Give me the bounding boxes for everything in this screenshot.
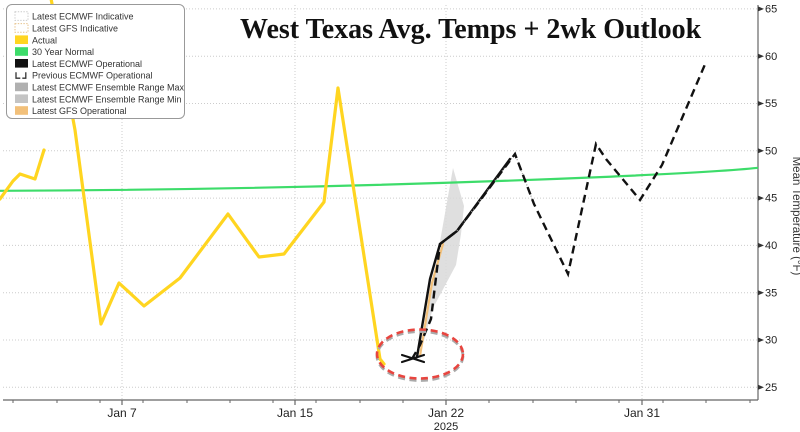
svg-text:Latest GFS Operational: Latest GFS Operational xyxy=(32,106,127,116)
svg-text:30: 30 xyxy=(765,335,777,347)
svg-text:35: 35 xyxy=(765,287,777,299)
svg-text:Latest ECMWF Ensemble Range Ma: Latest ECMWF Ensemble Range Max xyxy=(32,83,185,93)
svg-text:Latest GFS Indicative: Latest GFS Indicative xyxy=(32,24,118,34)
svg-text:30 Year Normal: 30 Year Normal xyxy=(32,47,94,57)
svg-text:Jan 31: Jan 31 xyxy=(624,406,660,420)
svg-text:Latest ECMWF Ensemble Range Mi: Latest ECMWF Ensemble Range Min xyxy=(32,94,182,104)
svg-text:65: 65 xyxy=(765,4,777,16)
svg-text:Jan 15: Jan 15 xyxy=(277,406,313,420)
svg-text:Mean Temperature (°F): Mean Temperature (°F) xyxy=(790,157,800,276)
svg-text:25: 25 xyxy=(765,382,777,394)
svg-text:Jan 22: Jan 22 xyxy=(428,406,464,420)
svg-text:Jan 7: Jan 7 xyxy=(107,406,137,420)
svg-text:2025: 2025 xyxy=(434,421,458,432)
svg-text:Latest ECMWF Indicative: Latest ECMWF Indicative xyxy=(32,12,134,22)
svg-text:50: 50 xyxy=(765,145,777,157)
svg-text:Previous ECMWF Operational: Previous ECMWF Operational xyxy=(32,71,153,81)
svg-text:60: 60 xyxy=(765,51,777,63)
svg-text:40: 40 xyxy=(765,240,777,252)
svg-text:45: 45 xyxy=(765,193,777,205)
svg-text:Actual: Actual xyxy=(32,35,57,45)
svg-text:55: 55 xyxy=(765,98,777,110)
svg-text:Latest ECMWF Operational: Latest ECMWF Operational xyxy=(32,59,142,69)
